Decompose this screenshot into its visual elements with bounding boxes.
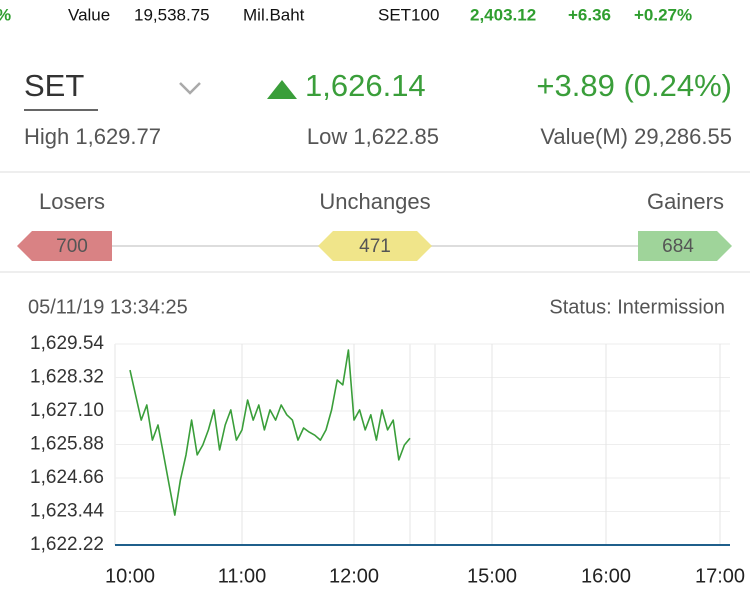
ticker-index-value: 2,403.12 [470,5,536,24]
x-tick-label: 17:00 [695,565,745,587]
unchanged-pill [318,231,432,261]
ticker-change: % [0,5,11,24]
gainers-pill [638,231,732,261]
y-tick-label: 1,624.66 [30,467,104,488]
dropdown-chevron[interactable] [179,82,201,95]
y-tick-label: 1,629.54 [30,333,104,354]
y-tick-label: 1,628.32 [30,367,104,388]
chart: 1,622.22 1,623.44 1,624.66 1,625.88 1,627.10… [30,333,745,587]
losers-count: 700 [56,236,88,257]
last-price: 1,626.14 [305,68,426,103]
ticker-change: +6.36 [568,5,611,24]
y-tick-label: 1,623.44 [30,501,104,522]
y-tick-label: 1,627.10 [30,400,104,421]
timestamp: 05/11/19 13:34:25 [28,296,188,318]
x-tick-label: 15:00 [467,565,517,587]
ticker-value: 19,538.75 [134,5,210,24]
ticker-unit: Mil.Baht [243,5,305,24]
price-line [129,349,411,516]
losers-pill [17,231,112,261]
gainers-label: Gainers [647,189,724,214]
y-tick-label: 1,625.88 [30,434,104,455]
x-tick-label: 12:00 [329,565,379,587]
status: Status: Intermission [549,296,725,318]
index-selector[interactable]: SET [24,68,84,103]
up-arrow [267,80,297,99]
x-tick-label: 10:00 [105,565,155,587]
unchanged-label: Unchanges [319,189,430,214]
gainers-count: 684 [662,236,694,257]
low: Low 1,622.85 [307,124,439,149]
losers-label: Losers [39,189,105,214]
ticker-label: Value [68,5,110,24]
x-tick-label: 16:00 [581,565,631,587]
y-tick-label: 1,622.22 [30,534,104,555]
high: High 1,629.77 [24,124,161,149]
unchanged-count: 471 [359,236,391,257]
ticker-index: SET100 [378,5,439,24]
ticker-change-pct: +0.27% [634,5,692,24]
value: Value(M) 29,286.55 [540,124,732,149]
x-tick-label: 11:00 [218,565,267,587]
price-change: +3.89 (0.24%) [536,68,732,103]
